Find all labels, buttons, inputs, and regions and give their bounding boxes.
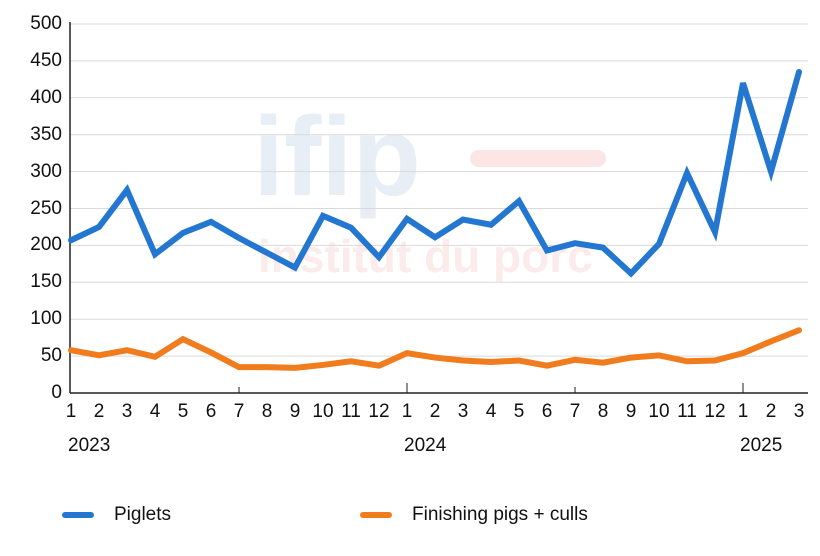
- y-tick-label: 150: [30, 271, 62, 293]
- x-tick-label: 8: [261, 401, 273, 422]
- y-tick-label: 450: [30, 49, 62, 71]
- x-tick-label: 2: [429, 401, 441, 422]
- legend-label-finishing: Finishing pigs + culls: [412, 504, 588, 525]
- y-tick-label: 350: [30, 123, 62, 145]
- x-tick-label: 9: [289, 401, 301, 422]
- legend-item-finishing: Finishing pigs + culls: [360, 504, 588, 526]
- x-tick-label: 11: [677, 401, 697, 422]
- series-line-finishing-pigs-culls: [68, 327, 802, 371]
- x-tick-label: 9: [625, 401, 637, 422]
- x-tick-label: 2: [765, 401, 777, 422]
- year-label: 2024: [404, 435, 447, 456]
- x-tick-label: 10: [648, 401, 670, 422]
- x-tick-label: 4: [485, 401, 497, 422]
- x-tick-label: 3: [793, 401, 805, 422]
- x-tick-label: 6: [541, 401, 553, 422]
- series-line-piglets: [68, 68, 802, 278]
- x-tick-label: 12: [368, 401, 390, 422]
- x-tick-label: 11: [341, 401, 361, 422]
- x-tick-label: 1: [401, 401, 413, 422]
- y-tick-label: 0: [51, 382, 62, 403]
- y-tick-label: 500: [30, 13, 62, 34]
- x-tick-label: 3: [457, 401, 469, 422]
- legend-label-piglets: Piglets: [114, 504, 172, 525]
- y-tick-label: 250: [30, 197, 62, 219]
- x-tick-label: 10: [312, 401, 334, 422]
- x-tick-label: 7: [569, 401, 581, 422]
- y-tick-label: 50: [40, 345, 62, 367]
- x-tick-label: 7: [233, 401, 245, 422]
- x-tick-label: 1: [737, 401, 749, 422]
- x-tick-label: 4: [149, 401, 161, 422]
- series-lines: [68, 68, 802, 371]
- y-tick-label: 300: [30, 160, 62, 182]
- legend-swatch-finishing: [360, 512, 392, 518]
- y-tick-label: 200: [30, 234, 62, 256]
- year-label: 2025: [740, 435, 783, 456]
- legend-item-piglets: Piglets: [62, 504, 171, 526]
- y-tick-label: 400: [30, 86, 62, 108]
- x-tick-label: 1: [65, 401, 77, 422]
- x-tick-label: 8: [597, 401, 609, 422]
- axes: [69, 22, 808, 394]
- x-tick-label: 2: [93, 401, 105, 422]
- y-tick-label: 100: [30, 308, 62, 330]
- gridlines: [70, 23, 808, 357]
- year-label: 2023: [68, 435, 111, 456]
- x-tick-label: 12: [704, 401, 726, 422]
- x-tick-label: 5: [513, 401, 525, 422]
- x-tick-label: 6: [205, 401, 217, 422]
- ifip-watermark: ifip institut du porc: [253, 94, 606, 282]
- x-tick-label: 3: [121, 401, 133, 422]
- x-tick-label: 5: [177, 401, 189, 422]
- svg-text:ifip: ifip: [253, 94, 421, 219]
- legend-swatch-piglets: [62, 512, 94, 518]
